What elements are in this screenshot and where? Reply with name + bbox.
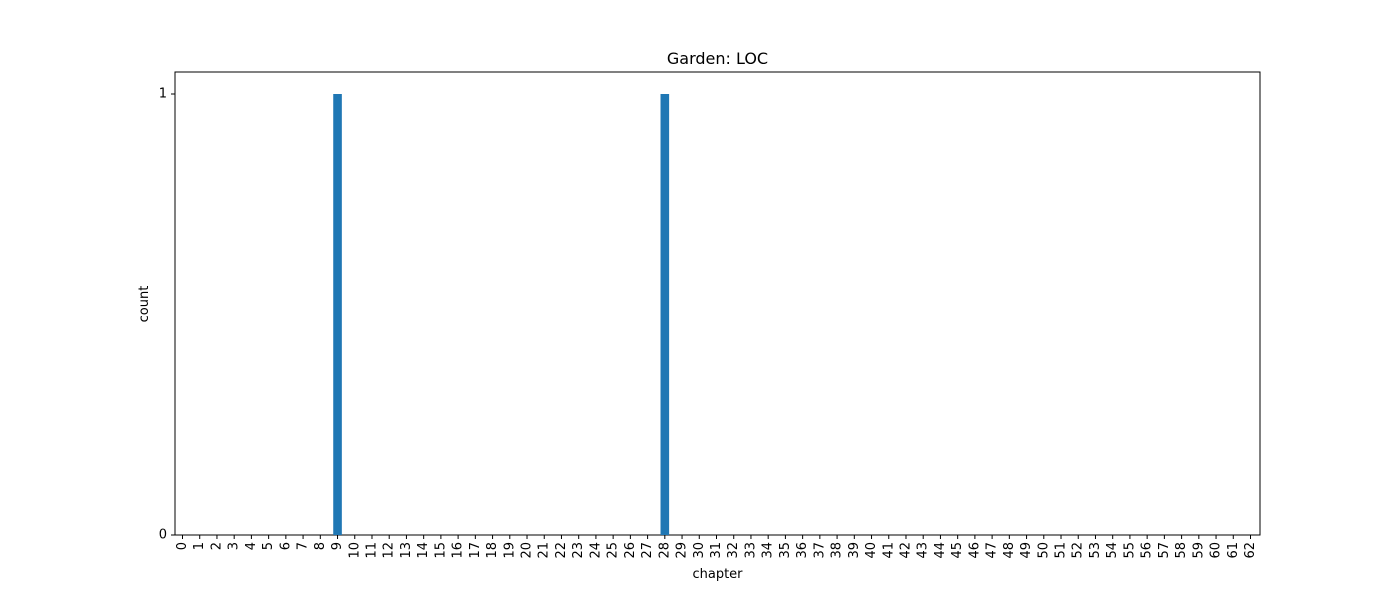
x-tick-label: 50 <box>1036 542 1051 559</box>
x-tick-label: 62 <box>1243 542 1258 559</box>
y-axis-label: count <box>137 286 152 323</box>
x-tick-label: 37 <box>812 542 827 559</box>
x-tick-label: 21 <box>537 542 552 559</box>
x-tick-label: 15 <box>433 542 448 559</box>
x-tick-label: 10 <box>347 542 362 559</box>
x-tick-label: 56 <box>1140 542 1155 559</box>
x-tick-label: 35 <box>778 542 793 559</box>
x-tick-label: 25 <box>606 542 621 559</box>
x-tick-label: 20 <box>520 542 535 559</box>
x-axis-label: chapter <box>692 567 743 582</box>
y-tick-label: 1 <box>159 87 167 102</box>
x-tick-label: 39 <box>847 542 862 559</box>
x-tick-label: 40 <box>864 542 879 559</box>
x-tick-label: 4 <box>244 542 259 550</box>
x-tick-label: 43 <box>916 542 931 559</box>
x-axis-ticks: 0 1 2 3 4 5 6 7 8 9 10 11 12 13 14 15 16 17 18 19 20 21 22 23 24… <box>175 535 1258 559</box>
x-tick-label: 53 <box>1088 542 1103 559</box>
x-tick-label: 52 <box>1071 542 1086 559</box>
x-tick-label: 36 <box>795 542 810 559</box>
x-tick-label: 49 <box>1019 542 1034 559</box>
x-tick-label: 47 <box>985 542 1000 559</box>
x-tick-label: 23 <box>571 542 586 559</box>
x-tick-label: 24 <box>588 542 603 559</box>
bar-9 <box>333 94 342 535</box>
x-tick-label: 58 <box>1174 542 1189 559</box>
x-tick-label: 42 <box>898 542 913 559</box>
x-tick-label: 19 <box>502 542 517 559</box>
x-tick-label: 9 <box>330 542 345 550</box>
bars-group <box>333 94 670 535</box>
x-tick-label: 54 <box>1105 542 1120 559</box>
x-tick-label: 12 <box>382 542 397 559</box>
x-tick-label: 45 <box>950 542 965 559</box>
x-tick-label: 32 <box>726 542 741 559</box>
x-tick-label: 41 <box>881 542 896 559</box>
x-tick-label: 0 <box>175 542 190 550</box>
x-tick-label: 8 <box>313 542 328 550</box>
plot-area <box>174 71 1261 536</box>
x-tick-label: 57 <box>1157 542 1172 559</box>
x-tick-label: 27 <box>640 542 655 559</box>
x-tick-label: 17 <box>468 542 483 559</box>
x-tick-label: 16 <box>451 542 466 559</box>
x-tick-label: 18 <box>485 542 500 559</box>
x-tick-label: 26 <box>623 542 638 559</box>
bar-28 <box>660 94 670 535</box>
x-tick-label: 44 <box>933 542 948 559</box>
x-tick-label: 7 <box>296 542 311 550</box>
x-tick-label: 38 <box>830 542 845 559</box>
x-tick-label: 13 <box>399 542 414 559</box>
x-tick-label: 1 <box>192 542 207 550</box>
x-tick-label: 11 <box>364 542 379 559</box>
x-tick-label: 28 <box>657 542 672 559</box>
x-tick-label: 22 <box>554 542 569 559</box>
y-axis-ticks: 01 <box>159 87 175 543</box>
x-tick-label: 31 <box>709 542 724 559</box>
x-tick-label: 30 <box>692 542 707 559</box>
x-tick-label: 6 <box>278 542 293 550</box>
x-tick-label: 33 <box>743 542 758 559</box>
x-tick-label: 14 <box>416 542 431 559</box>
x-tick-label: 59 <box>1191 542 1206 559</box>
x-tick-label: 5 <box>261 542 276 550</box>
x-tick-label: 3 <box>227 542 242 550</box>
x-tick-label: 29 <box>675 542 690 559</box>
x-tick-label: 61 <box>1226 542 1241 559</box>
x-tick-label: 60 <box>1209 542 1224 559</box>
x-tick-label: 2 <box>209 542 224 550</box>
x-tick-label: 51 <box>1054 542 1069 559</box>
chart-title: Garden: LOC <box>667 49 768 68</box>
x-tick-label: 34 <box>761 542 776 559</box>
x-tick-label: 48 <box>1002 542 1017 559</box>
x-tick-label: 55 <box>1122 542 1137 559</box>
y-tick-label: 0 <box>159 528 167 543</box>
x-tick-label: 46 <box>967 542 982 559</box>
